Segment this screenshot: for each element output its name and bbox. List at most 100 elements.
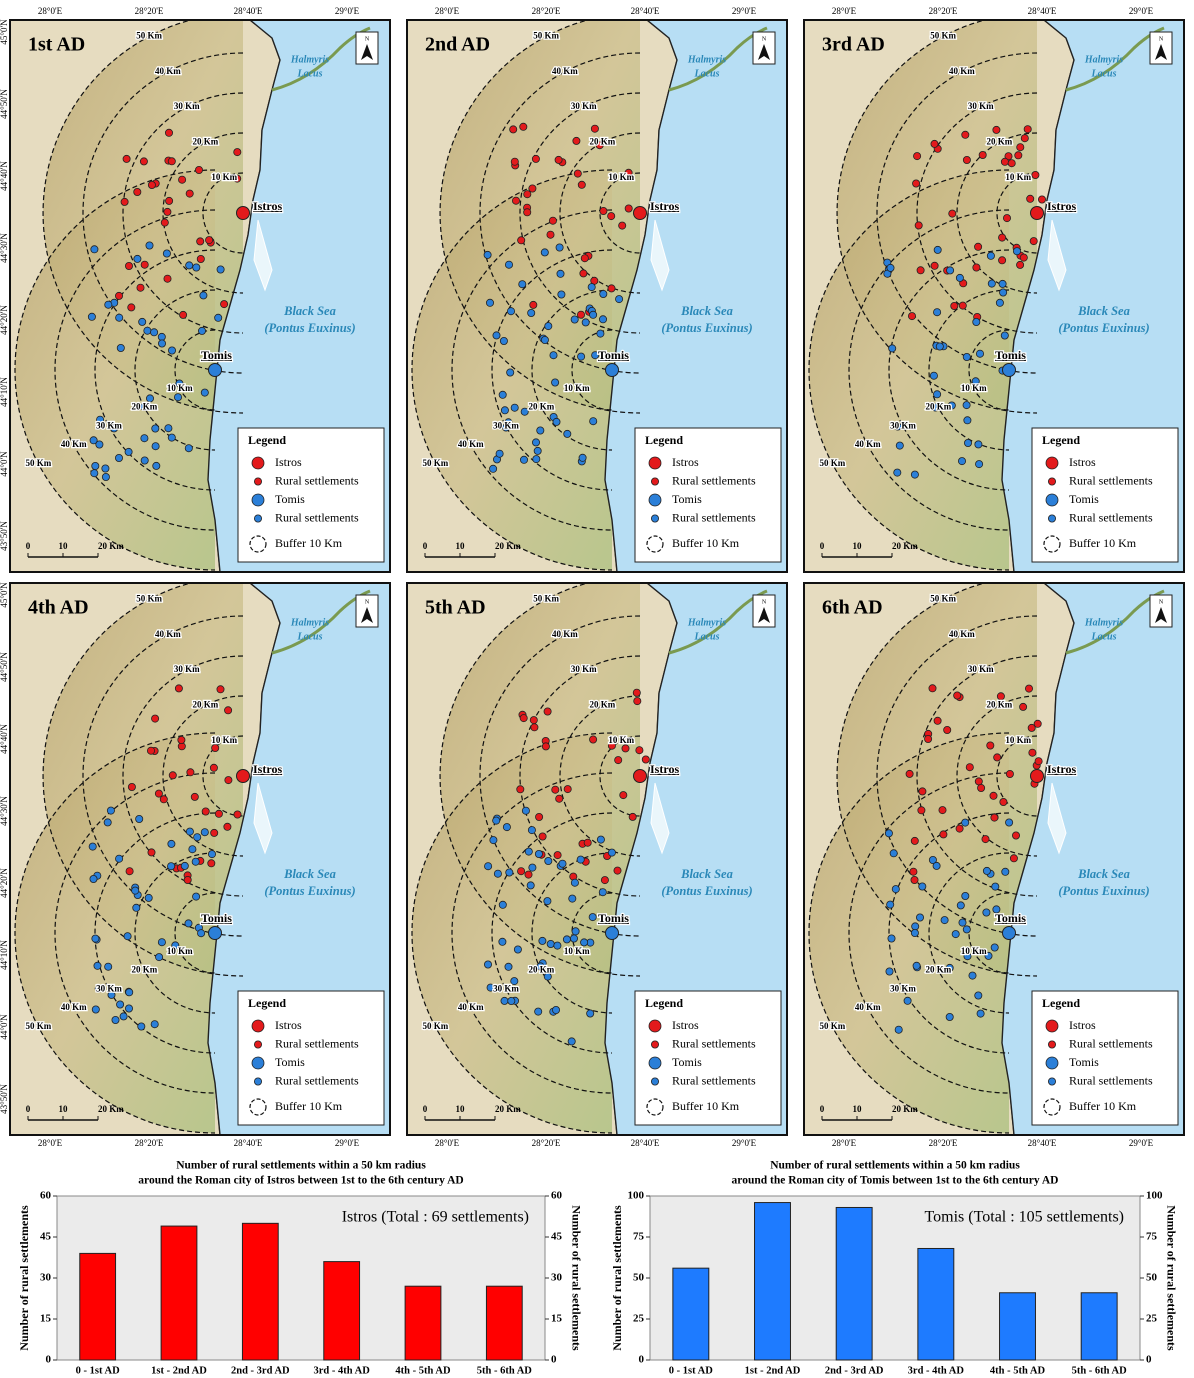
settlement xyxy=(168,434,175,441)
istros-city xyxy=(634,207,647,220)
buffer-label: 20 Km xyxy=(987,136,1013,146)
settlement xyxy=(1030,238,1037,245)
settlement xyxy=(934,309,941,316)
lake-label: Halmyris xyxy=(290,54,329,65)
panel-title: 5th AD xyxy=(425,597,486,619)
settlement xyxy=(963,156,970,163)
settlement xyxy=(532,155,539,162)
settlement xyxy=(896,442,903,449)
settlement xyxy=(96,441,103,448)
settlement xyxy=(964,439,971,446)
x-tick-label: 1st - 2nd AD xyxy=(745,1365,801,1376)
settlement xyxy=(524,209,531,216)
settlement xyxy=(590,736,597,743)
legend-symbol xyxy=(651,1041,658,1048)
legend-label: Tomis xyxy=(672,492,702,506)
settlement xyxy=(151,1021,158,1028)
lon-label: 28°0'E xyxy=(38,6,63,16)
settlement xyxy=(514,946,521,953)
lake-label: Lacus xyxy=(297,631,323,642)
map-body: 10 Km10 Km20 Km20 Km30 Km30 Km40 Km40 Km… xyxy=(407,13,787,572)
settlement xyxy=(168,863,175,870)
settlement xyxy=(941,917,948,924)
settlement xyxy=(992,883,999,890)
buffer-label: 50 Km xyxy=(533,593,559,603)
y-tick-label: 100 xyxy=(628,1190,645,1202)
settlement xyxy=(123,155,130,162)
buffer-label: 40 Km xyxy=(552,629,578,639)
legend-symbol xyxy=(1048,515,1055,522)
buffer-label: 10 Km xyxy=(961,946,987,956)
legend-label: Rural settlements xyxy=(672,510,756,524)
y2-tick-label: 50 xyxy=(1146,1272,1158,1284)
settlement xyxy=(217,686,224,693)
settlement xyxy=(608,285,615,292)
settlement xyxy=(181,862,188,869)
settlement xyxy=(137,284,144,291)
settlement xyxy=(564,786,571,793)
legend-title: Legend xyxy=(645,433,683,447)
legend-label: Buffer 10 Km xyxy=(672,1099,740,1113)
north-label: N xyxy=(1159,599,1164,605)
settlement xyxy=(1029,749,1036,756)
sea-label: Black Sea xyxy=(1077,304,1130,318)
y-tick-label: 50 xyxy=(633,1272,645,1284)
settlement xyxy=(160,796,167,803)
buffer-label: 50 Km xyxy=(136,593,162,603)
settlement xyxy=(969,972,976,979)
bar xyxy=(405,1286,441,1360)
settlement xyxy=(590,418,597,425)
buffer-label: 30 Km xyxy=(174,101,200,111)
settlement xyxy=(215,810,222,817)
x-tick-label: 2nd - 3rd AD xyxy=(825,1365,884,1376)
panel-title: 1st AD xyxy=(28,34,85,56)
settlement xyxy=(517,786,524,793)
lake-label: Halmyris xyxy=(290,617,329,628)
lon-label: 29°0'E xyxy=(1129,6,1154,16)
lat-label: 44°20'N xyxy=(0,305,9,335)
x-tick-label: 0 - 1st AD xyxy=(669,1365,713,1376)
lake-label: Lacus xyxy=(1091,68,1117,79)
legend: LegendIstrosRural settlementsTomisRural … xyxy=(635,991,781,1125)
settlement xyxy=(163,250,170,257)
legend-label: Tomis xyxy=(275,1055,305,1069)
settlement xyxy=(988,280,995,287)
settlement xyxy=(934,717,941,724)
legend-symbol xyxy=(1048,1078,1055,1085)
lat-label: 45°0'N xyxy=(0,582,9,608)
settlement xyxy=(490,837,497,844)
settlement xyxy=(175,685,182,692)
settlement xyxy=(911,929,918,936)
settlement xyxy=(975,778,982,785)
settlement xyxy=(166,197,173,204)
settlement xyxy=(580,270,587,277)
settlement xyxy=(956,825,963,832)
legend-label: Rural settlements xyxy=(672,1036,756,1050)
lat-label: 44°50'N xyxy=(0,89,9,119)
settlement xyxy=(983,867,990,874)
settlement xyxy=(186,190,193,197)
settlement xyxy=(578,181,585,188)
settlement xyxy=(507,308,514,315)
settlement xyxy=(202,808,209,815)
settlement xyxy=(212,744,219,751)
y2-tick-label: 0 xyxy=(551,1354,557,1366)
settlement xyxy=(1027,195,1034,202)
settlement xyxy=(201,389,208,396)
settlement xyxy=(914,153,921,160)
legend-label: Rural settlements xyxy=(275,1036,359,1050)
chart-title: around the Roman city of Istros between … xyxy=(138,1175,463,1187)
settlement xyxy=(581,255,588,262)
legend-symbol xyxy=(252,1020,264,1032)
settlement xyxy=(105,963,112,970)
legend-symbol xyxy=(649,457,661,469)
buffer-label: 20 Km xyxy=(987,699,1013,709)
scale-label: 10 xyxy=(59,1104,69,1114)
settlement xyxy=(128,304,135,311)
settlement xyxy=(518,237,525,244)
lat-label: 44°0'N xyxy=(0,1014,9,1040)
north-label: N xyxy=(762,599,767,605)
north-label: N xyxy=(365,599,370,605)
settlement xyxy=(484,251,491,258)
settlement xyxy=(553,418,560,425)
